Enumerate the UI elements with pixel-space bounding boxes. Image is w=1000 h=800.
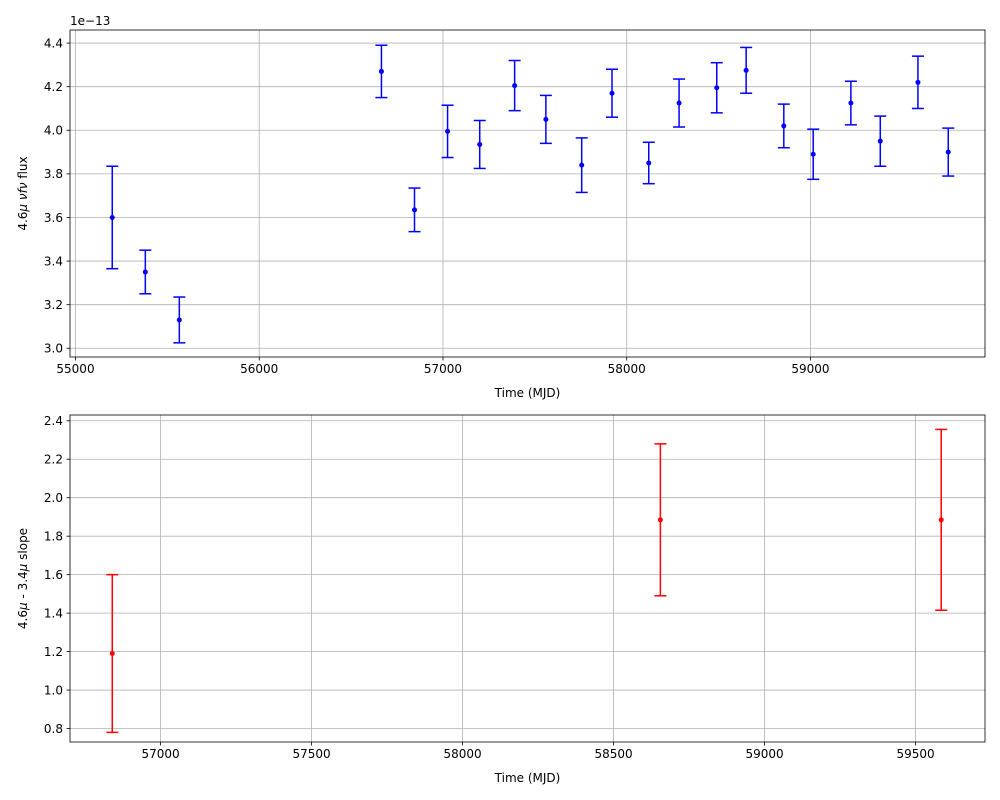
flux-marker	[714, 85, 720, 91]
flux-data-point	[807, 128, 820, 181]
flux-marker	[176, 317, 182, 323]
slope-y-tick-label: 1.4	[44, 606, 63, 620]
flux-data-point	[710, 61, 723, 114]
slope-y-tick-label: 1.2	[44, 645, 63, 659]
flux-marker	[781, 123, 787, 129]
flux-data-point	[106, 165, 119, 270]
flux-data-point	[874, 115, 887, 167]
flux-y-tick-label: 3.8	[44, 167, 63, 181]
slope-data-point	[935, 428, 948, 611]
flux-y-tick-label: 4.2	[44, 80, 63, 94]
slope-x-tick-label: 58000	[443, 747, 481, 761]
flux-marker	[109, 214, 115, 220]
flux-data-point	[942, 127, 955, 177]
flux-marker	[646, 160, 652, 166]
flux-data-point	[642, 141, 655, 185]
flux-plot: 55000 56000 57000 58000 59000 3.03.23.43.63.…	[16, 14, 986, 400]
flux-marker	[579, 162, 585, 168]
slope-data-point	[106, 573, 119, 734]
flux-y-tick-label: 3.2	[44, 298, 63, 312]
flux-data-point	[844, 80, 857, 126]
flux-data-point	[740, 46, 753, 94]
flux-x-tick-label: 59000	[791, 362, 829, 376]
flux-y-ticks: 3.0 3.2 3.4 3.6 3.8 4.0 4.2 4.4	[44, 36, 70, 356]
slope-x-tick-label: 59500	[896, 747, 934, 761]
flux-marker	[477, 141, 483, 147]
flux-data-point	[473, 119, 486, 170]
flux-data-point	[139, 249, 152, 295]
flux-plot-frame	[69, 29, 986, 358]
slope-y-ticks: 0.8 1.0 1.2 1.4 1.6 1.8 2.0 2.2 2.4	[44, 414, 70, 736]
flux-data-point	[777, 103, 790, 149]
flux-marker	[543, 116, 549, 122]
flux-marker	[412, 207, 418, 213]
slope-x-tick-label: 57000	[142, 747, 180, 761]
flux-y-tick-label: 4.4	[44, 36, 63, 50]
flux-marker	[848, 100, 854, 106]
flux-marker	[810, 151, 816, 157]
flux-marker	[609, 90, 615, 96]
slope-plot-frame	[69, 414, 986, 743]
flux-data-points	[106, 44, 955, 344]
flux-y-tick-label: 3.4	[44, 254, 63, 268]
slope-y-tick-label: 1.6	[44, 568, 63, 582]
slope-data-points	[106, 428, 948, 734]
flux-y-axis-label: 4.6μ νfν flux	[16, 156, 30, 230]
flux-y-offset-text: 1e−13	[70, 14, 110, 28]
flux-x-tick-label: 58000	[608, 362, 646, 376]
flux-x-tick-label: 56000	[240, 362, 278, 376]
flux-marker	[512, 83, 518, 89]
flux-data-point	[673, 78, 686, 128]
flux-data-point	[508, 59, 521, 112]
slope-x-tick-label: 58500	[594, 747, 632, 761]
flux-y-tick-label: 4.0	[44, 124, 63, 138]
flux-marker	[142, 269, 148, 275]
flux-x-tick-label: 55000	[56, 362, 94, 376]
slope-plot: 57000 57500 58000 58500 59000 59500 0.8 1.0 1.2…	[16, 414, 986, 785]
flux-marker	[378, 68, 384, 74]
flux-y-tick-label: 3.0	[44, 342, 63, 356]
slope-x-tick-label: 57500	[292, 747, 330, 761]
flux-marker	[915, 79, 921, 85]
flux-data-point	[375, 44, 388, 99]
flux-grid	[70, 30, 985, 357]
flux-marker	[445, 128, 451, 134]
slope-data-point	[654, 443, 667, 597]
flux-x-ticks: 55000 56000 57000 58000 59000	[56, 357, 830, 376]
flux-marker	[877, 138, 883, 144]
slope-y-tick-label: 2.4	[44, 414, 63, 428]
flux-x-tick-label: 57000	[424, 362, 462, 376]
flux-marker	[743, 67, 749, 73]
flux-data-point	[606, 68, 619, 118]
slope-x-tick-label: 59000	[745, 747, 783, 761]
slope-x-ticks: 57000 57500 58000 58500 59000 59500	[142, 742, 935, 761]
slope-y-tick-label: 2.2	[44, 453, 63, 467]
slope-marker	[938, 517, 944, 523]
flux-data-point	[173, 296, 186, 344]
flux-data-point	[539, 94, 552, 145]
slope-y-tick-label: 2.0	[44, 491, 63, 505]
slope-x-axis-label: Time (MJD)	[494, 771, 561, 785]
slope-marker	[657, 517, 663, 523]
flux-x-axis-label: Time (MJD)	[494, 386, 561, 400]
slope-y-tick-label: 0.8	[44, 722, 63, 736]
flux-data-point	[441, 104, 454, 159]
slope-marker	[109, 651, 115, 657]
flux-marker	[676, 100, 682, 106]
flux-data-point	[408, 187, 421, 233]
slope-y-tick-label: 1.8	[44, 529, 63, 543]
flux-y-tick-label: 3.6	[44, 211, 63, 225]
slope-y-tick-label: 1.0	[44, 683, 63, 697]
slope-y-axis-label: 4.6μ - 3.4μ slope	[16, 528, 30, 629]
flux-data-point	[911, 55, 924, 110]
flux-data-point	[575, 137, 588, 194]
slope-grid	[70, 415, 985, 742]
flux-marker	[945, 149, 951, 155]
